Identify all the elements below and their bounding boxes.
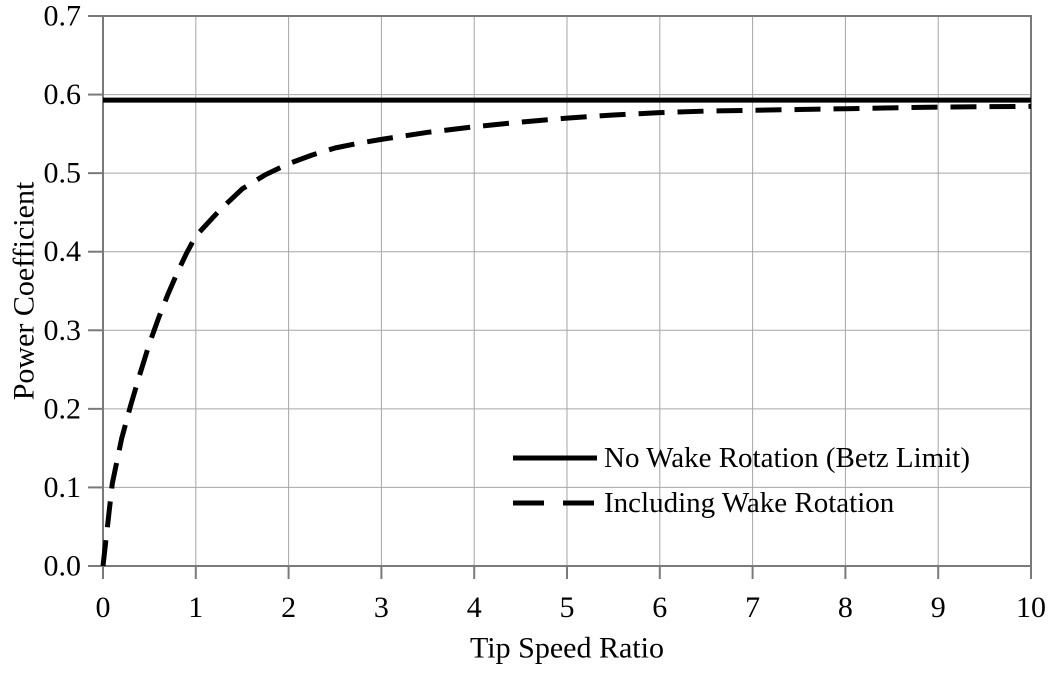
tick-labels: 0 1 2 3 4 5 6 7 8 9 10 0.0 0.1 0.2 0.3 0.4 0.5 0.6 0.7	[44, 0, 1047, 624]
wake-rotation-curve	[100, 103, 1032, 567]
x-tick-label: 6	[652, 591, 667, 624]
y-tick-label: 0.0	[44, 550, 82, 583]
data-series	[100, 97, 1032, 567]
legend-label-no-wake-rotation: No Wake Rotation (Betz Limit)	[604, 442, 970, 474]
x-tick-label: 5	[560, 591, 575, 624]
y-tick-label: 0.5	[44, 157, 82, 190]
y-tick-label: 0.4	[44, 235, 82, 268]
x-tick-label: 7	[745, 591, 760, 624]
legend: No Wake Rotation (Betz Limit) Including …	[513, 442, 970, 519]
y-tick-label: 0.7	[44, 0, 82, 33]
y-axis-title: Power Coefficient	[8, 181, 41, 400]
legend-label-including-wake-rotation: Including Wake Rotation	[604, 487, 895, 519]
x-tick-label: 8	[838, 591, 853, 624]
y-tick-label: 0.3	[44, 314, 82, 347]
x-tick-label: 4	[467, 591, 482, 624]
x-tick-label: 9	[931, 591, 946, 624]
y-tick-label: 0.2	[44, 392, 82, 425]
x-tick-label: 2	[281, 591, 296, 624]
y-tick-label: 0.6	[44, 78, 82, 111]
y-tick-label: 0.1	[44, 471, 82, 504]
axis-ticks	[88, 15, 1032, 579]
x-tick-label: 3	[374, 591, 389, 624]
x-axis-title: Tip Speed Ratio	[470, 632, 664, 665]
x-tick-label: 1	[188, 591, 203, 624]
x-tick-label: 0	[96, 591, 111, 624]
x-tick-label: 10	[1016, 591, 1046, 624]
